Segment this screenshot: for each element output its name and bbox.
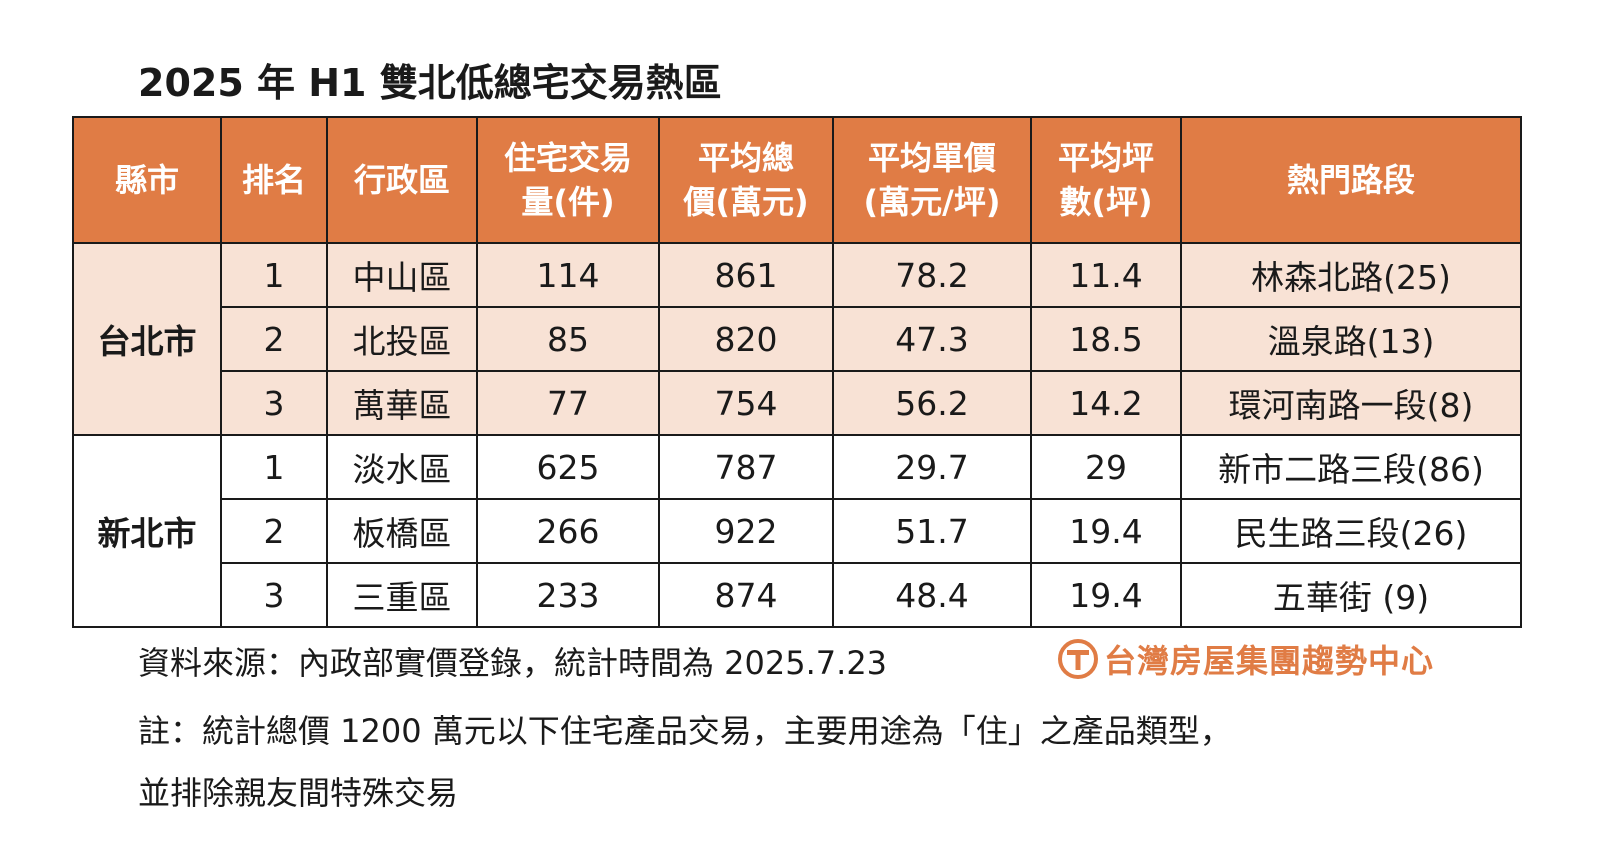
table-row: 2 北投區 85 820 47.3 18.5 溫泉路(13) [73, 306, 1522, 372]
avg-unit-price-cell: 29.7 [832, 434, 1032, 500]
avg-total-price-cell: 754 [658, 370, 834, 436]
avg-size-cell: 19.4 [1030, 498, 1182, 564]
district-cell: 三重區 [326, 562, 478, 628]
table-row: 3 三重區 233 874 48.4 19.4 五華街 (9) [73, 562, 1522, 628]
avg-size-cell: 19.4 [1030, 562, 1182, 628]
avg-size-cell: 18.5 [1030, 306, 1182, 372]
header-transaction-volume: 住宅交易 量(件) [476, 116, 660, 244]
table-row: 新北市 1 淡水區 625 787 29.7 29 新市二路三段(86) [72, 434, 1522, 628]
avg-size-cell: 14.2 [1030, 370, 1182, 436]
city-cell: 新北市 [72, 434, 222, 628]
avg-size-cell: 29 [1030, 434, 1182, 500]
district-cell: 淡水區 [326, 434, 478, 500]
header-hot-roads: 熱門路段 [1180, 116, 1522, 244]
city-cell: 台北市 [72, 242, 222, 436]
table-row: 台北市 1 中山區 114 861 78.2 11.4 林森北路(25) [72, 242, 1522, 436]
header-avg-unit-price: 平均單價 (萬元/坪) [832, 116, 1032, 244]
brand-logo: 台灣房屋集團趨勢中心 [1058, 636, 1434, 682]
avg-unit-price-cell: 56.2 [832, 370, 1032, 436]
footnote: 註：統計總價 1200 萬元以下住宅產品交易，主要用途為「住」之產品類型， 並排… [138, 700, 1438, 824]
rank-cell: 1 [220, 434, 328, 500]
rank-cell: 2 [220, 306, 328, 372]
footnote-line-1: 註：統計總價 1200 萬元以下住宅產品交易，主要用途為「住」之產品類型， [138, 712, 1232, 750]
avg-total-price-cell: 861 [658, 242, 834, 308]
rank-cell: 3 [220, 562, 328, 628]
header-avg-total-price: 平均總 價(萬元) [658, 116, 834, 244]
rank-cell: 2 [220, 498, 328, 564]
avg-size-cell: 11.4 [1030, 242, 1182, 308]
district-cell: 中山區 [326, 242, 478, 308]
footnote-line-2: 並排除親友間特殊交易 [138, 774, 459, 812]
district-cell: 北投區 [326, 306, 478, 372]
page-title: 2025 年 H1 雙北低總宅交易熱區 [138, 61, 722, 105]
transaction-table: 縣市 排名 行政區 住宅交易 量(件) 平均總 價(萬元) 平均單價 (萬元/坪) 平… [72, 116, 1522, 628]
volume-cell: 114 [476, 242, 660, 308]
volume-cell: 266 [476, 498, 660, 564]
volume-cell: 233 [476, 562, 660, 628]
header-city: 縣市 [72, 116, 222, 244]
district-cell: 萬華區 [326, 370, 478, 436]
table-row: 2 板橋區 266 922 51.7 19.4 民生路三段(26) [73, 498, 1522, 564]
hot-road-cell: 五華街 (9) [1180, 562, 1522, 628]
avg-total-price-cell: 874 [658, 562, 834, 628]
avg-total-price-cell: 922 [658, 498, 834, 564]
avg-unit-price-cell: 78.2 [832, 242, 1032, 308]
rank-cell: 1 [220, 242, 328, 308]
avg-total-price-cell: 820 [658, 306, 834, 372]
hot-road-cell: 新市二路三段(86) [1180, 434, 1522, 500]
hot-road-cell: 林森北路(25) [1180, 242, 1522, 308]
avg-total-price-cell: 787 [658, 434, 834, 500]
header-avg-size: 平均坪 數(坪) [1030, 116, 1182, 244]
hot-road-cell: 民生路三段(26) [1180, 498, 1522, 564]
avg-unit-price-cell: 48.4 [832, 562, 1032, 628]
hot-road-cell: 溫泉路(13) [1180, 306, 1522, 372]
district-cell: 板橋區 [326, 498, 478, 564]
table-header-row: 縣市 排名 行政區 住宅交易 量(件) 平均總 價(萬元) 平均單價 (萬元/坪) 平… [72, 116, 1522, 244]
header-rank: 排名 [220, 116, 328, 244]
volume-cell: 625 [476, 434, 660, 500]
table-row: 3 萬華區 77 754 56.2 14.2 環河南路一段(8) [73, 370, 1522, 436]
volume-cell: 85 [476, 306, 660, 372]
hot-road-cell: 環河南路一段(8) [1180, 370, 1522, 436]
rank-cell: 3 [220, 370, 328, 436]
data-source-note: 資料來源：內政部實價登錄，統計時間為 2025.7.23 [138, 644, 888, 682]
taiwan-realty-logo-icon [1058, 639, 1098, 679]
volume-cell: 77 [476, 370, 660, 436]
header-district: 行政區 [326, 116, 478, 244]
brand-name: 台灣房屋集團趨勢中心 [1104, 642, 1435, 680]
avg-unit-price-cell: 47.3 [832, 306, 1032, 372]
avg-unit-price-cell: 51.7 [832, 498, 1032, 564]
